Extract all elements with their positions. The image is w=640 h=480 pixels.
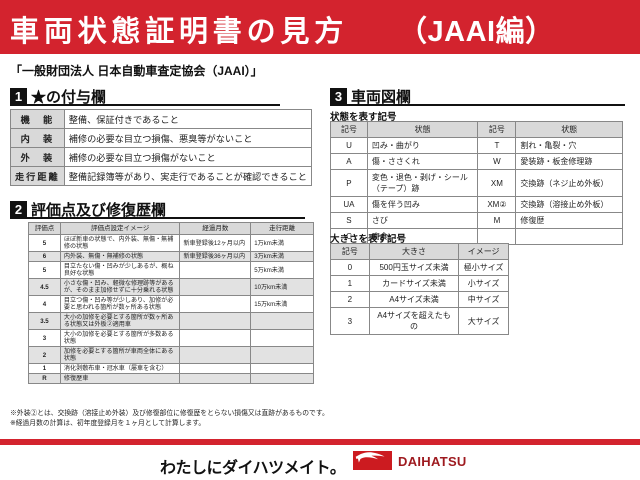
svg-text:DAIHATSU: DAIHATSU (398, 454, 467, 469)
